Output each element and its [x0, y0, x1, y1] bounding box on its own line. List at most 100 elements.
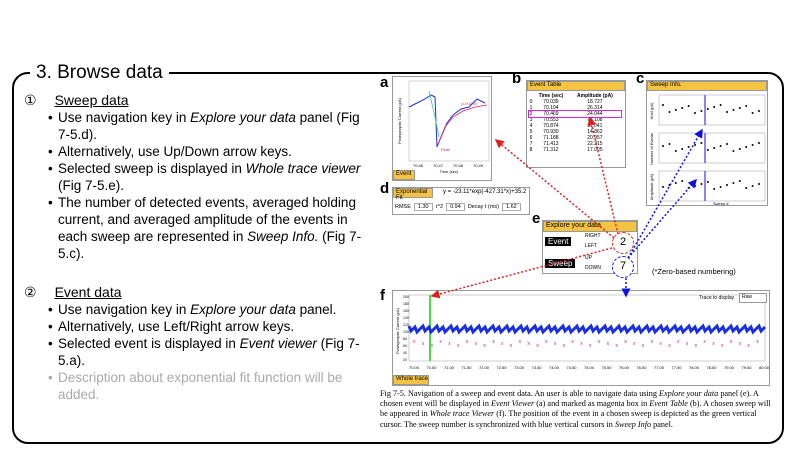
- sweep-point: [668, 111, 671, 113]
- event-marker: x: [545, 339, 548, 345]
- trace-display-select[interactable]: Raw: [739, 293, 767, 303]
- x-tick-label: 70.00: [409, 365, 420, 370]
- table-row[interactable]: 2 70.469 24.044: [528, 110, 622, 118]
- sweep-bullet-2: Alternatively, use Up/Down arrow keys.: [48, 143, 374, 160]
- event-nav-label: Event: [545, 237, 572, 246]
- whole-trace-plot: Postsynaptic Current (pA) x x xx x xx x xx x xx x…: [395, 294, 770, 370]
- down-button[interactable]: DOWN: [585, 265, 601, 271]
- event-marker: x: [536, 343, 539, 349]
- sweep-point: [674, 150, 677, 152]
- panel-label-d: d: [380, 180, 390, 197]
- svg-text:70.48: 70.48: [453, 163, 464, 168]
- sweep-point: [687, 105, 690, 107]
- event-marker: x: [598, 339, 601, 345]
- sweep-point: [700, 183, 703, 185]
- table-row[interactable]: 7 71.413 22.215: [529, 141, 603, 147]
- sweep-bullet-3: Selected sweep is displayed in Whole tra…: [48, 160, 374, 194]
- event-number-highlight: 2: [612, 232, 634, 254]
- exp-fit-equation: y = -23.11*exp(-427.31*x)+35.2: [443, 189, 527, 195]
- event-marker: x: [527, 341, 530, 347]
- svg-text:Sweep #: Sweep #: [713, 201, 729, 206]
- sweep-point: [706, 108, 709, 110]
- table-row[interactable]: 6 71.188 20.957: [529, 135, 603, 141]
- trace-line: [407, 323, 767, 335]
- svg-text:70.49: 70.49: [473, 163, 484, 168]
- y-tick-label: 140: [403, 316, 409, 320]
- x-tick-label: 76.50: [637, 365, 648, 370]
- exp-fit-stats: RMSE 1.30 r^2 0.94 Decay t (ms) 1.62: [395, 203, 521, 211]
- sweep-info-panel: Sweep Info. Hold (pA) Number of Events A…: [646, 80, 768, 206]
- event-marker: x: [686, 341, 689, 347]
- left-button[interactable]: LEFT: [585, 243, 598, 249]
- x-tick-label: 72.00: [479, 365, 490, 370]
- sweep-point: [706, 149, 709, 151]
- sweep-point: [732, 150, 735, 152]
- up-button[interactable]: UP: [585, 255, 592, 261]
- event-marker: x: [519, 339, 522, 345]
- sweep-nav-label: Sweep: [545, 259, 576, 268]
- trace-display-label: Trace to display: [699, 295, 735, 301]
- x-tick-label: 75.00: [584, 365, 595, 370]
- svg-text:Time (sec): Time (sec): [440, 169, 459, 174]
- event-marker: x: [554, 341, 557, 347]
- x-tick-label: 77.50: [672, 365, 683, 370]
- event-marker: x: [510, 343, 513, 349]
- table-row[interactable]: 1 70.104 26.314: [529, 105, 603, 111]
- x-tick-label: 80.00: [759, 365, 770, 370]
- event-marker: x: [466, 339, 469, 345]
- sweep-point: [726, 111, 728, 113]
- svg-text:Number of Events: Number of Events: [649, 133, 654, 165]
- event-bullet-4: Description about exponential fit functi…: [48, 369, 374, 403]
- event-table-title: Event Table: [527, 81, 625, 91]
- sweep-point: [700, 110, 703, 112]
- sweep-point: [758, 110, 760, 112]
- sweep-point: [732, 182, 735, 184]
- svg-text:Peak: Peak: [441, 147, 450, 152]
- sweep-point: [713, 188, 716, 190]
- event-marker: x: [659, 341, 662, 347]
- right-button[interactable]: RIGHT: [585, 233, 601, 239]
- sweep-point: [758, 183, 760, 185]
- x-tick-label: 72.50: [497, 365, 508, 370]
- y-tick-label: 200: [403, 295, 409, 299]
- svg-text:Amplitude (pA): Amplitude (pA): [649, 173, 654, 200]
- sweep-point: [738, 107, 741, 109]
- event-bullet-3: Selected event is displayed in Event vie…: [48, 335, 374, 369]
- event-marker: x: [703, 339, 706, 345]
- exp-fit-panel: Exponential Fit y = -23.11*exp(-427.31*x…: [392, 187, 530, 215]
- x-tick-label: 76.00: [619, 365, 630, 370]
- event-marker: x: [677, 339, 680, 345]
- event-marker: x: [695, 343, 698, 349]
- sweep-info-plots: Hold (pA) Number of Events Amplitude (pA…: [649, 94, 766, 206]
- sweep-point: [726, 143, 728, 145]
- panel-label-e: e: [532, 210, 541, 227]
- sweep-point: [687, 146, 690, 148]
- sweep-point: [681, 148, 684, 150]
- table-row[interactable]: 5 70.930 14.862: [529, 129, 603, 135]
- sweep-point: [719, 145, 722, 147]
- sweep-bullet-1: Use navigation key in Explore your data …: [48, 109, 374, 143]
- section-title: 3. Browse data: [30, 62, 169, 84]
- event-marker: x: [721, 343, 724, 349]
- table-row[interactable]: 0 70.039 18.727: [529, 99, 603, 105]
- sweep-point: [713, 147, 716, 149]
- sweep-point: [745, 187, 748, 189]
- sweep-point: [713, 106, 716, 108]
- svg-text:Postsynaptic Current (pA): Postsynaptic Current (pA): [397, 97, 402, 143]
- event-marker: x: [492, 339, 495, 345]
- event-marker: x: [571, 339, 574, 345]
- y-tick-label: 60: [403, 344, 407, 348]
- sweep-point: [758, 142, 760, 144]
- event-marker: x: [668, 343, 671, 349]
- panel-label-a: a: [380, 74, 389, 91]
- event-marker: x: [615, 343, 618, 349]
- figure-caption: Fig 7-5. Navigation of a sweep and event…: [380, 389, 771, 429]
- table-row[interactable]: 8 71.312 17.005: [529, 147, 603, 153]
- svg-text:70.46: 70.46: [413, 163, 424, 168]
- sweep-point: [681, 180, 684, 182]
- x-tick-label: 78.00: [689, 365, 700, 370]
- explore-panel: Explore your data Event Sweep RIGHT LEFT…: [542, 220, 638, 274]
- sweep-point: [738, 180, 741, 182]
- event-marker: x: [413, 339, 416, 345]
- sweep-point: [674, 109, 677, 111]
